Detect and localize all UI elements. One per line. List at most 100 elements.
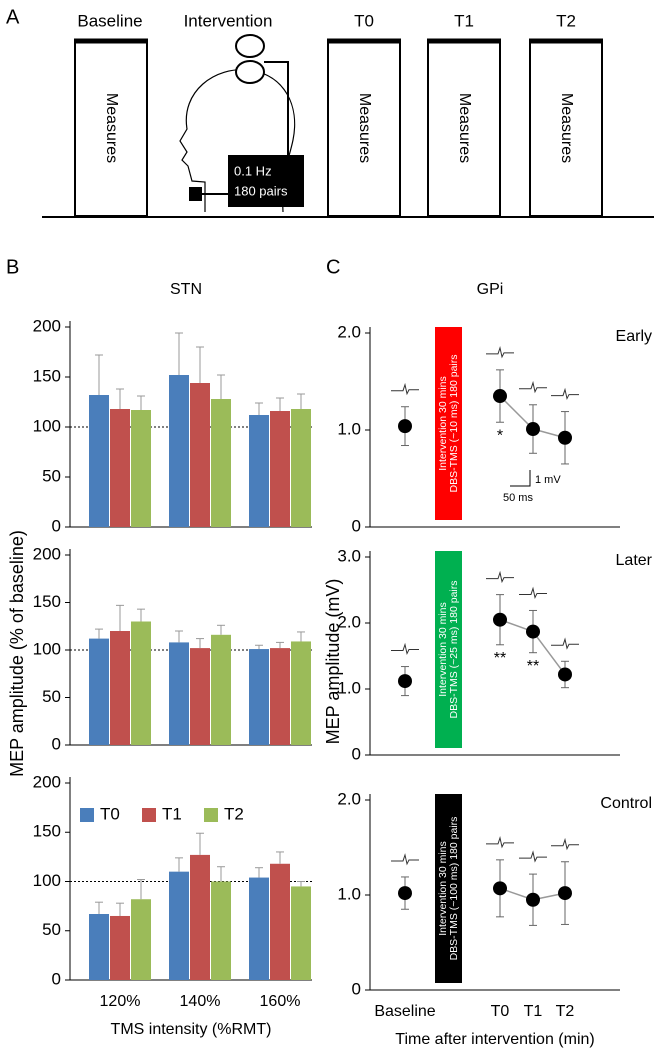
x-tick-label: 160% [260, 993, 301, 1010]
point [398, 674, 412, 689]
bar [190, 648, 210, 745]
y-tick-label: 150 [33, 592, 61, 611]
box-text: Measures [558, 93, 575, 163]
point [558, 667, 572, 682]
mep-trace [519, 586, 547, 599]
y-tick-label: 1.0 [337, 419, 361, 438]
annotation: ** [494, 650, 506, 667]
bar [89, 395, 109, 527]
mep-trace [519, 850, 547, 863]
legend-label: T1 [162, 804, 182, 823]
mep-trace [519, 380, 547, 394]
legend-swatch [80, 808, 94, 822]
chart-label: Control [600, 795, 652, 812]
y-tick-label: 50 [42, 466, 61, 485]
stimulator [228, 155, 304, 207]
bar [110, 915, 130, 980]
y-tick-label: 1.0 [337, 884, 361, 903]
y-tick-label: 200 [33, 772, 61, 791]
point [493, 612, 507, 627]
y-tick-label: 0 [352, 744, 361, 763]
y-axis-label: MEP amplitude (% of baseline) [7, 530, 27, 777]
intervention-text: Intervention 30 mins [437, 376, 449, 471]
bar [89, 914, 109, 980]
y-axis-label: MEP amplitude (mV) [323, 579, 343, 745]
stage-label: Baseline [77, 11, 142, 30]
y-tick-label: 2.0 [337, 789, 361, 808]
intervention-box [435, 327, 462, 520]
bar [89, 638, 109, 745]
panel-letter: C [326, 256, 340, 278]
chart-title: GPi [477, 281, 504, 298]
point [526, 422, 540, 437]
y-tick-label: 2.0 [337, 612, 361, 631]
point [558, 886, 572, 901]
intervention-text: DBS-TMS (~25 ms) 180 pairs [448, 581, 460, 719]
bar [249, 649, 269, 745]
mep-trace [551, 637, 579, 650]
mep-trace [551, 837, 579, 851]
y-tick-label: 100 [33, 639, 61, 658]
legend-swatch [142, 808, 156, 822]
point [526, 892, 540, 907]
y-tick-label: 1.0 [337, 678, 361, 697]
box-text: Measures [456, 93, 473, 163]
panel-letter: B [6, 256, 19, 278]
coil [235, 34, 265, 58]
panel-letter: A [6, 6, 20, 28]
scale-bar [510, 470, 531, 487]
chart-label: Early [616, 328, 652, 345]
coil [235, 60, 265, 84]
stage-label: T1 [454, 11, 474, 30]
bar [291, 886, 311, 980]
mep-trace [551, 387, 579, 401]
stage-label: Intervention [184, 11, 273, 30]
electrode [189, 187, 202, 201]
bar [211, 634, 231, 745]
mep-trace [391, 642, 419, 656]
annotation: * [497, 427, 503, 444]
x-tick-label: Baseline [374, 1003, 435, 1020]
bar [270, 411, 290, 527]
bar [190, 854, 210, 980]
bar [249, 415, 269, 527]
scale-label: 1 mV [535, 474, 561, 486]
mep-trace [486, 570, 514, 584]
y-tick-label: 200 [33, 544, 61, 563]
box-text: Measures [356, 93, 373, 163]
y-tick-label: 0 [352, 979, 361, 998]
scale-label: 50 ms [503, 492, 533, 504]
y-tick-label: 100 [33, 871, 61, 890]
y-tick-label: 0 [352, 516, 361, 535]
y-tick-label: 150 [33, 366, 61, 385]
chart-title: STN [170, 281, 202, 298]
bar [211, 399, 231, 527]
box-text: Measures [103, 93, 120, 163]
connector [532, 631, 566, 675]
intervention-box [435, 794, 462, 983]
x-tick-label: 120% [100, 993, 141, 1010]
y-tick-label: 2.0 [337, 322, 361, 341]
bar [249, 877, 269, 980]
y-tick-label: 50 [42, 687, 61, 706]
mep-trace [486, 835, 514, 849]
mep-trace [391, 382, 419, 396]
measure-boxes [74, 38, 603, 217]
connector [499, 395, 534, 430]
legend-swatch [204, 808, 218, 822]
point [493, 881, 507, 896]
mep-trace [486, 345, 514, 359]
bar [190, 383, 210, 527]
bar [270, 648, 290, 745]
x-axis-label: Time after intervention (min) [395, 1031, 594, 1048]
x-tick-label: 140% [180, 993, 221, 1010]
bar [169, 642, 189, 745]
y-tick-label: 200 [33, 316, 61, 335]
stimulator-text: 180 pairs [234, 183, 288, 198]
stimulator-text: 0.1 Hz [234, 163, 272, 178]
y-tick-label: 0 [52, 734, 61, 753]
point [526, 624, 540, 639]
intervention-text: Intervention 30 mins [437, 841, 449, 936]
bar [131, 899, 151, 980]
